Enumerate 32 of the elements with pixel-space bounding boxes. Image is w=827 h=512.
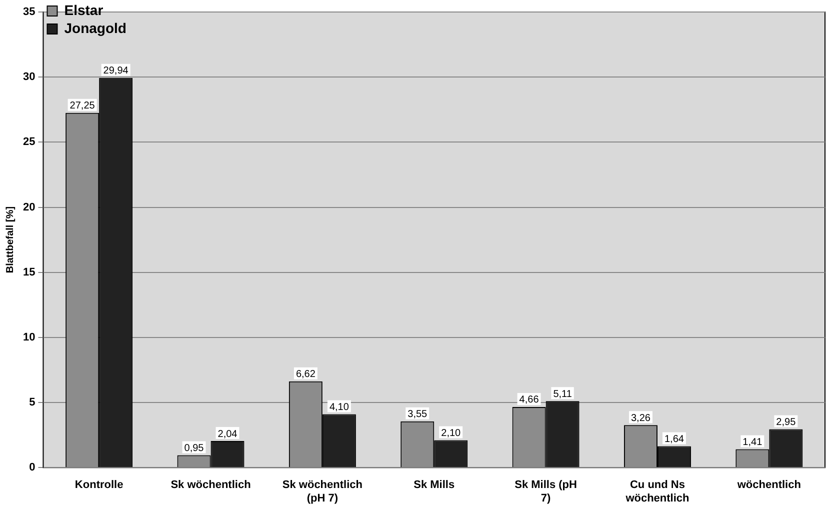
y-tick-label: 10	[22, 331, 36, 344]
y-tick-label: 20	[22, 201, 36, 214]
y-tick-label: 25	[22, 136, 36, 148]
data-label: 0,95	[184, 442, 204, 454]
x-tick-label: Sk Mills	[414, 479, 455, 492]
data-label: 27,25	[70, 100, 96, 112]
legend-label: Jonagold	[64, 20, 126, 36]
data-label: 3,55	[408, 409, 428, 420]
data-label: 4,66	[519, 394, 540, 406]
data-label: 6,62	[296, 369, 316, 380]
data-label: 2,10	[441, 428, 462, 440]
x-tick-label: wöchentlich	[736, 479, 802, 492]
x-tick-label: Sk wöchentlich	[170, 479, 252, 492]
data-label: 2,95	[776, 416, 796, 428]
y-tick-label: 15	[22, 266, 36, 278]
data-label: 1,41	[742, 436, 763, 448]
data-label: 3,26	[630, 412, 651, 424]
data-label: 5,11	[553, 388, 572, 400]
y-axis-title: Blattbefall [%]	[4, 206, 16, 274]
data-label: 2,04	[218, 428, 238, 440]
y-tick-label: 30	[22, 71, 36, 84]
y-tick-label: 35	[22, 6, 36, 18]
x-tick-label: Cu und Ns wöchentlich	[624, 479, 690, 504]
legend-label: Elstar	[64, 2, 104, 18]
x-tick-label: Kontrolle	[74, 479, 124, 492]
x-tick-label: Sk Mills (pH 7)	[514, 479, 578, 504]
y-tick-label: 0	[29, 462, 36, 474]
data-label: 29,94	[103, 66, 129, 77]
data-label: 1,64	[664, 434, 684, 445]
data-label: 4,10	[329, 402, 350, 413]
x-tick-label: Sk wöchentlich (pH 7)	[282, 479, 363, 504]
y-tick-label: 5	[29, 396, 36, 409]
